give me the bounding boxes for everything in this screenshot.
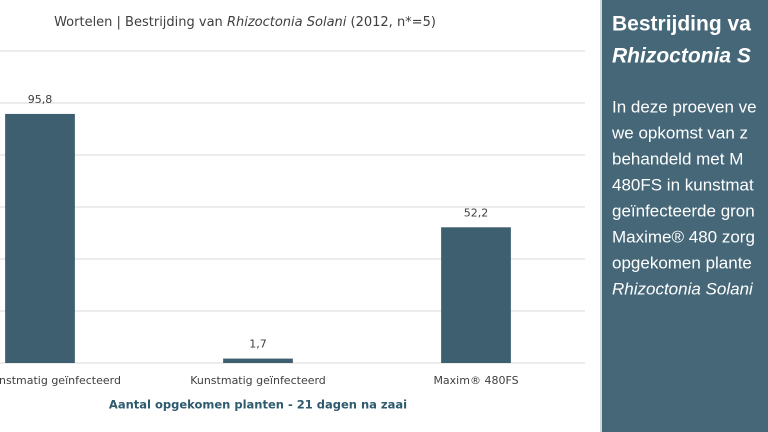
- title-part: Rhizoctonia Solani: [227, 15, 347, 30]
- bar: [5, 113, 75, 363]
- panel-body-line: Maxime® 480 zorg: [612, 227, 755, 246]
- x-tick-label: Maxim® 480FS: [433, 374, 518, 387]
- data-label: 95,8: [28, 93, 53, 106]
- side-panel: [601, 0, 768, 432]
- data-label: 1,7: [249, 338, 267, 351]
- panel-text: Bestrijding va Rhizoctonia S In deze proev…: [611, 13, 757, 299]
- x-tick-label: nstmatig geïnfecteerd: [0, 374, 121, 387]
- panel-body-line: we opkomst van z: [611, 123, 748, 142]
- panel-body-line: 480FS in kunstmat: [612, 175, 754, 194]
- chart-title: Wortelen | Bestrijding van Rhizoctonia S…: [54, 15, 436, 30]
- panel-heading: Rhizoctonia S: [612, 45, 751, 68]
- x-tick-label: Kunstmatig geïnfecteerd: [190, 374, 326, 387]
- title-part: (2012, n*=5): [346, 15, 436, 30]
- bar: [441, 227, 511, 363]
- panel-body-line: In deze proeven ve: [612, 97, 757, 116]
- panel-body-line: Rhizoctonia Solani: [612, 279, 754, 298]
- panel-body-line: behandeld met M: [612, 149, 743, 168]
- panel-heading: Bestrijding va: [612, 13, 751, 36]
- title-part: Wortelen | Bestrijding van: [54, 15, 227, 30]
- bar: [223, 358, 293, 363]
- data-label: 52,2: [464, 206, 489, 219]
- panel-body-line: geïnfecteerde gron: [612, 201, 755, 220]
- panel-body-line: opgekomen plante: [612, 253, 752, 272]
- x-axis-label: Aantal opgekomen planten - 21 dagen na z…: [109, 398, 407, 412]
